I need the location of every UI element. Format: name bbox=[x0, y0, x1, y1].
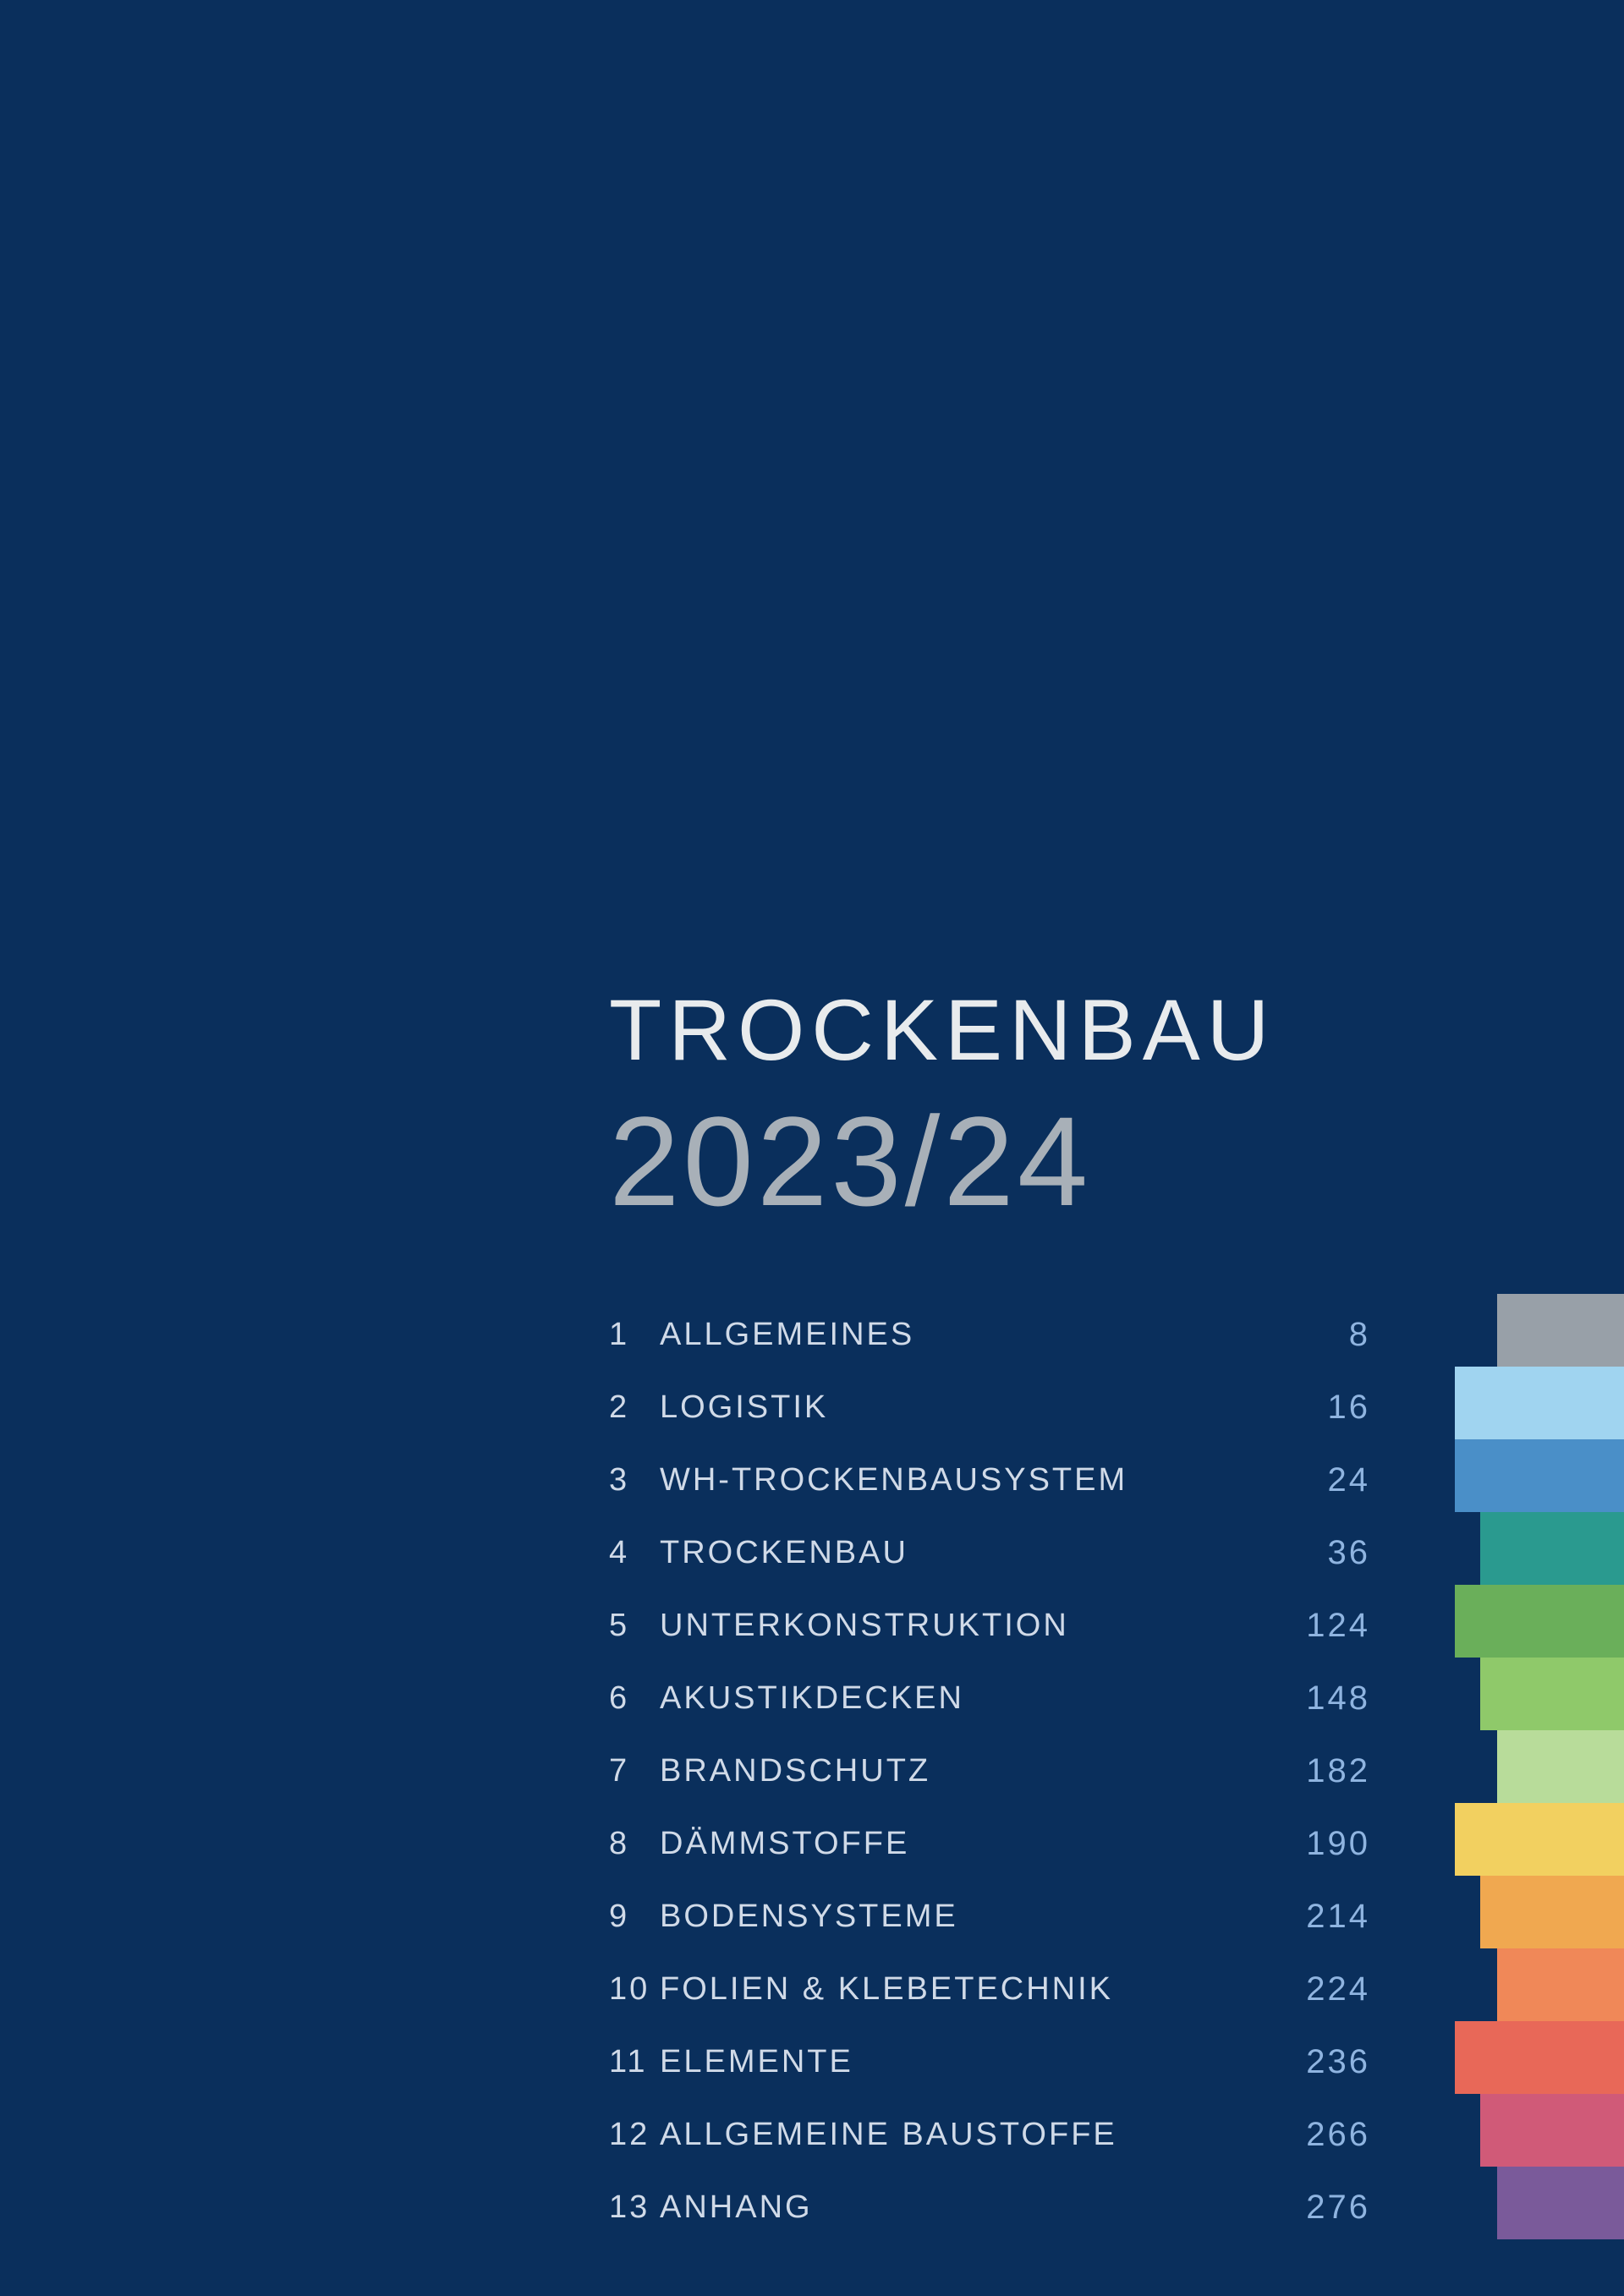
toc-chapter-label: ELEMENTE bbox=[660, 2044, 1286, 2080]
table-of-contents: 1ALLGEMEINES82LOGISTIK163WH-TROCKENBAUSY… bbox=[609, 1298, 1370, 2244]
toc-row[interactable]: 6AKUSTIKDECKEN148 bbox=[609, 1662, 1370, 1734]
catalog-year: 2023/24 bbox=[609, 1088, 1370, 1235]
toc-row[interactable]: 5UNTERKONSTRUKTION124 bbox=[609, 1589, 1370, 1662]
toc-page-number: 24 bbox=[1286, 1461, 1370, 1499]
toc-page-number: 16 bbox=[1286, 1389, 1370, 1427]
toc-chapter-number: 11 bbox=[609, 2044, 660, 2080]
toc-chapter-number: 9 bbox=[609, 1899, 660, 1935]
toc-chapter-number: 10 bbox=[609, 1971, 660, 2008]
toc-chapter-label: UNTERKONSTRUKTION bbox=[660, 1608, 1286, 1644]
toc-page-number: 266 bbox=[1286, 2116, 1370, 2154]
toc-row[interactable]: 11ELEMENTE236 bbox=[609, 2025, 1370, 2098]
toc-page-number: 214 bbox=[1286, 1898, 1370, 1936]
color-tab[interactable] bbox=[1455, 2021, 1624, 2094]
toc-chapter-label: AKUSTIKDECKEN bbox=[660, 1680, 1286, 1717]
toc-row[interactable]: 4TROCKENBAU36 bbox=[609, 1516, 1370, 1589]
color-tab[interactable] bbox=[1480, 1512, 1624, 1585]
toc-chapter-label: WH-TROCKENBAUSYSTEM bbox=[660, 1462, 1286, 1499]
color-tab[interactable] bbox=[1497, 1730, 1624, 1803]
toc-page-number: 236 bbox=[1286, 2043, 1370, 2081]
toc-row[interactable]: 2LOGISTIK16 bbox=[609, 1371, 1370, 1444]
toc-chapter-number: 2 bbox=[609, 1389, 660, 1426]
toc-row[interactable]: 1ALLGEMEINES8 bbox=[609, 1298, 1370, 1371]
toc-chapter-label: ANHANG bbox=[660, 2189, 1286, 2226]
color-tab[interactable] bbox=[1480, 1876, 1624, 1948]
toc-row[interactable]: 7BRANDSCHUTZ182 bbox=[609, 1734, 1370, 1807]
toc-chapter-number: 1 bbox=[609, 1317, 660, 1353]
toc-row[interactable]: 9BODENSYSTEME214 bbox=[609, 1880, 1370, 1953]
toc-row[interactable]: 13ANHANG276 bbox=[609, 2171, 1370, 2244]
toc-chapter-label: ALLGEMEINES bbox=[660, 1317, 1286, 1353]
toc-row[interactable]: 8DÄMMSTOFFE190 bbox=[609, 1807, 1370, 1880]
color-index-tabs bbox=[1455, 1294, 1624, 2239]
toc-chapter-label: BODENSYSTEME bbox=[660, 1899, 1286, 1935]
toc-chapter-label: LOGISTIK bbox=[660, 1389, 1286, 1426]
toc-chapter-label: BRANDSCHUTZ bbox=[660, 1753, 1286, 1789]
color-tab[interactable] bbox=[1455, 1439, 1624, 1512]
toc-row[interactable]: 12ALLGEMEINE BAUSTOFFE266 bbox=[609, 2098, 1370, 2171]
toc-chapter-number: 5 bbox=[609, 1608, 660, 1644]
color-tab[interactable] bbox=[1455, 1585, 1624, 1658]
toc-page-number: 148 bbox=[1286, 1680, 1370, 1718]
toc-page-number: 8 bbox=[1286, 1316, 1370, 1354]
toc-chapter-number: 12 bbox=[609, 2117, 660, 2153]
catalog-title: TROCKENBAU bbox=[609, 981, 1370, 1080]
toc-page-number: 124 bbox=[1286, 1607, 1370, 1645]
toc-page-number: 190 bbox=[1286, 1825, 1370, 1863]
toc-chapter-number: 7 bbox=[609, 1753, 660, 1789]
toc-chapter-number: 13 bbox=[609, 2189, 660, 2226]
toc-page-number: 224 bbox=[1286, 1970, 1370, 2008]
toc-chapter-number: 6 bbox=[609, 1680, 660, 1717]
toc-page-number: 276 bbox=[1286, 2189, 1370, 2227]
color-tab[interactable] bbox=[1455, 1367, 1624, 1439]
toc-chapter-label: DÄMMSTOFFE bbox=[660, 1826, 1286, 1862]
toc-row[interactable]: 10FOLIEN & KLEBETECHNIK224 bbox=[609, 1953, 1370, 2025]
page-content: TROCKENBAU 2023/24 1ALLGEMEINES82LOGISTI… bbox=[609, 981, 1370, 2244]
toc-chapter-label: TROCKENBAU bbox=[660, 1535, 1286, 1571]
toc-chapter-number: 4 bbox=[609, 1535, 660, 1571]
toc-row[interactable]: 3WH-TROCKENBAUSYSTEM24 bbox=[609, 1444, 1370, 1516]
toc-page-number: 182 bbox=[1286, 1752, 1370, 1790]
toc-page-number: 36 bbox=[1286, 1534, 1370, 1572]
color-tab[interactable] bbox=[1497, 2167, 1624, 2239]
color-tab[interactable] bbox=[1480, 1658, 1624, 1730]
color-tab[interactable] bbox=[1455, 1803, 1624, 1876]
toc-chapter-label: FOLIEN & KLEBETECHNIK bbox=[660, 1971, 1286, 2008]
toc-chapter-number: 8 bbox=[609, 1826, 660, 1862]
toc-chapter-number: 3 bbox=[609, 1462, 660, 1499]
toc-chapter-label: ALLGEMEINE BAUSTOFFE bbox=[660, 2117, 1286, 2153]
color-tab[interactable] bbox=[1497, 1948, 1624, 2021]
color-tab[interactable] bbox=[1480, 2094, 1624, 2167]
color-tab[interactable] bbox=[1497, 1294, 1624, 1367]
